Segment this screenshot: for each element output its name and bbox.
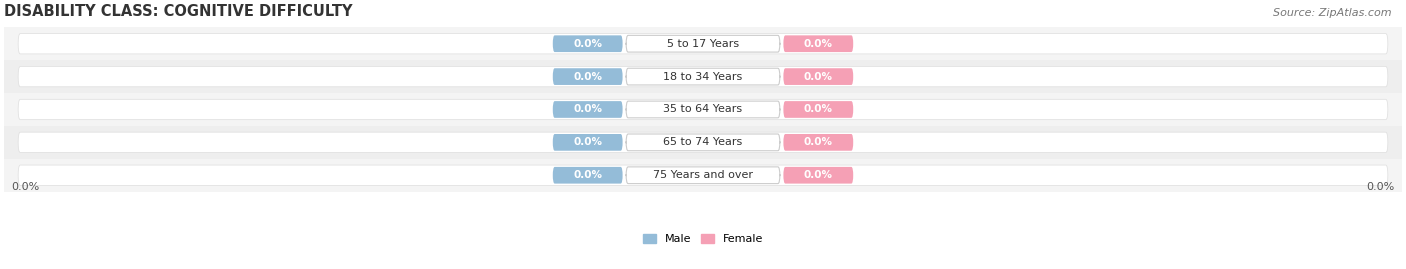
FancyBboxPatch shape (626, 68, 780, 85)
FancyBboxPatch shape (783, 35, 853, 52)
FancyBboxPatch shape (626, 101, 780, 118)
Text: 35 to 64 Years: 35 to 64 Years (664, 104, 742, 115)
FancyBboxPatch shape (626, 167, 780, 184)
Text: 0.0%: 0.0% (574, 39, 602, 49)
FancyBboxPatch shape (18, 132, 1388, 153)
Text: 0.0%: 0.0% (1367, 182, 1395, 192)
FancyBboxPatch shape (783, 134, 853, 151)
FancyBboxPatch shape (553, 68, 623, 85)
Text: 65 to 74 Years: 65 to 74 Years (664, 137, 742, 147)
FancyBboxPatch shape (553, 134, 623, 151)
FancyBboxPatch shape (626, 35, 780, 52)
Text: 0.0%: 0.0% (574, 170, 602, 180)
Bar (4, 93, 1402, 126)
Text: 0.0%: 0.0% (804, 72, 832, 82)
Text: 0.0%: 0.0% (804, 39, 832, 49)
FancyBboxPatch shape (18, 165, 1388, 185)
Text: 0.0%: 0.0% (804, 170, 832, 180)
Text: 18 to 34 Years: 18 to 34 Years (664, 72, 742, 82)
Legend: Male, Female: Male, Female (638, 229, 768, 249)
Bar (4, 60, 1402, 93)
Text: 75 Years and over: 75 Years and over (652, 170, 754, 180)
FancyBboxPatch shape (18, 34, 1388, 54)
Bar (4, 27, 1402, 60)
Text: 5 to 17 Years: 5 to 17 Years (666, 39, 740, 49)
FancyBboxPatch shape (783, 68, 853, 85)
Bar (4, 126, 1402, 159)
FancyBboxPatch shape (18, 99, 1388, 120)
FancyBboxPatch shape (553, 167, 623, 184)
Text: 0.0%: 0.0% (804, 137, 832, 147)
Text: 0.0%: 0.0% (574, 72, 602, 82)
Text: 0.0%: 0.0% (804, 104, 832, 115)
FancyBboxPatch shape (783, 167, 853, 184)
Text: 0.0%: 0.0% (574, 104, 602, 115)
Text: Source: ZipAtlas.com: Source: ZipAtlas.com (1274, 8, 1392, 18)
FancyBboxPatch shape (553, 101, 623, 118)
FancyBboxPatch shape (783, 101, 853, 118)
FancyBboxPatch shape (18, 66, 1388, 87)
Text: DISABILITY CLASS: COGNITIVE DIFFICULTY: DISABILITY CLASS: COGNITIVE DIFFICULTY (4, 4, 353, 19)
Text: 0.0%: 0.0% (574, 137, 602, 147)
FancyBboxPatch shape (626, 134, 780, 151)
Text: 0.0%: 0.0% (11, 182, 39, 192)
FancyBboxPatch shape (553, 35, 623, 52)
Bar (4, 159, 1402, 192)
